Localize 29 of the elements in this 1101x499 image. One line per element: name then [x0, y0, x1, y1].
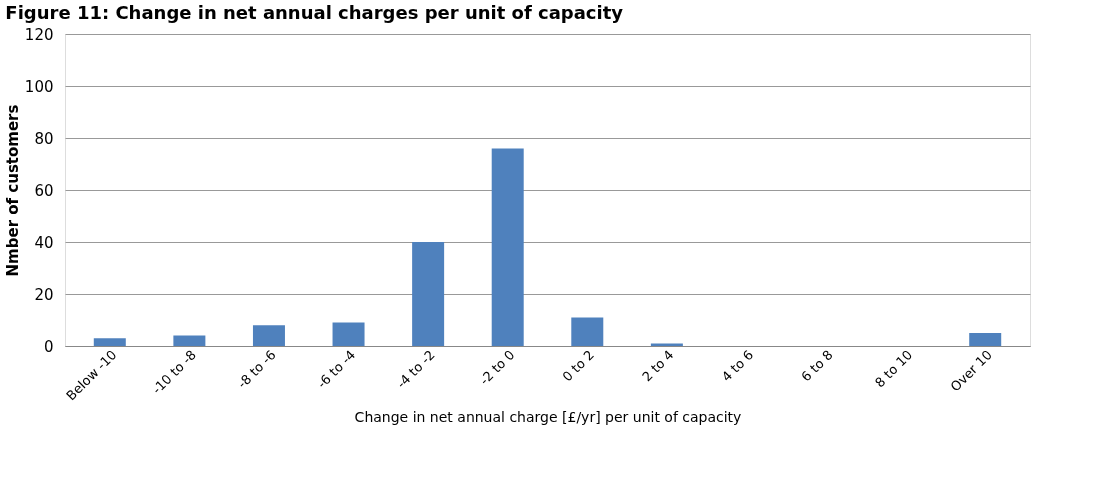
- bar: [173, 335, 206, 346]
- y-tick-label: 40: [34, 233, 54, 252]
- bar: [491, 148, 524, 346]
- x-tick-label: 2 to 4: [639, 347, 677, 385]
- y-tick-label: 100: [24, 77, 54, 96]
- bar: [650, 343, 683, 346]
- x-tick-label: -8 to -6: [234, 347, 279, 392]
- x-tick-label: -6 to -4: [314, 347, 359, 392]
- x-tick-label: -10 to -8: [149, 347, 200, 397]
- chart-title: Figure 11: Change in net annual charges per unit of capacity: [5, 2, 624, 23]
- x-axis-title: Change in net annual charge [£/yr] per unit of capacity: [354, 409, 742, 426]
- bar: [93, 338, 126, 346]
- x-tick-label: 4 to 6: [718, 347, 757, 385]
- y-tick-label: 60: [34, 181, 54, 200]
- y-axis-title: Nmber of customers: [3, 104, 22, 277]
- bar: [969, 333, 1002, 346]
- x-tick-label: 0 to 2: [559, 347, 597, 385]
- x-tick-label: -2 to 0: [476, 347, 518, 388]
- bar: [412, 242, 445, 346]
- y-tick-label: 20: [34, 285, 54, 304]
- y-tick-label: 120: [24, 25, 54, 44]
- bar: [332, 322, 365, 346]
- x-tick-label: 6 to 8: [798, 347, 836, 385]
- y-tick-label: 0: [43, 337, 54, 356]
- x-tick-label: 8 to 10: [872, 347, 916, 391]
- x-tick-label: -4 to -2: [393, 347, 438, 392]
- bar: [571, 317, 604, 346]
- y-tick-label: 80: [34, 129, 54, 148]
- bar: [252, 325, 285, 346]
